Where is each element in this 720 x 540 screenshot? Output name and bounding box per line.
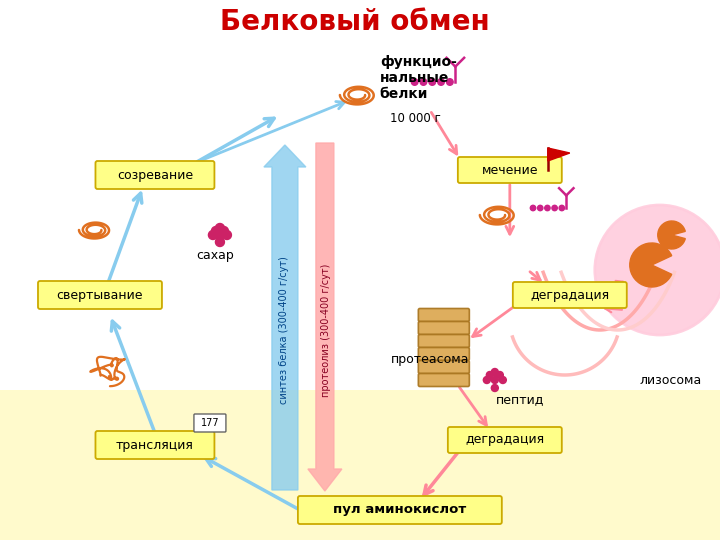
- Text: лизосома: лизосома: [640, 374, 702, 387]
- Text: деградация: деградация: [530, 288, 609, 301]
- FancyArrow shape: [264, 145, 306, 490]
- Circle shape: [595, 205, 720, 335]
- Text: трансляция: трансляция: [116, 438, 194, 451]
- Text: созревание: созревание: [117, 168, 193, 181]
- Circle shape: [215, 238, 225, 246]
- Circle shape: [545, 205, 550, 211]
- FancyBboxPatch shape: [418, 334, 469, 348]
- Circle shape: [552, 205, 557, 211]
- Circle shape: [208, 231, 217, 240]
- FancyArrow shape: [308, 143, 342, 491]
- Text: протеолиз (300-400 г/сут): протеолиз (300-400 г/сут): [321, 264, 331, 397]
- Text: пептид: пептид: [495, 394, 544, 407]
- Text: деградация: деградация: [465, 434, 544, 447]
- Circle shape: [438, 79, 444, 85]
- FancyBboxPatch shape: [0, 390, 720, 540]
- Circle shape: [491, 376, 498, 383]
- Circle shape: [212, 226, 220, 235]
- Text: Белковый обмен: Белковый обмен: [220, 8, 490, 36]
- Circle shape: [215, 231, 225, 240]
- Circle shape: [491, 368, 498, 375]
- FancyBboxPatch shape: [96, 431, 215, 459]
- FancyBboxPatch shape: [448, 427, 562, 453]
- Circle shape: [420, 79, 427, 85]
- Circle shape: [220, 226, 228, 235]
- Circle shape: [538, 205, 543, 211]
- Text: 177: 177: [201, 418, 219, 428]
- Text: пул аминокислот: пул аминокислот: [333, 503, 467, 516]
- FancyBboxPatch shape: [418, 321, 469, 334]
- Circle shape: [559, 205, 564, 211]
- Wedge shape: [658, 221, 685, 249]
- FancyBboxPatch shape: [418, 374, 469, 387]
- Circle shape: [491, 384, 498, 391]
- Text: мечение: мечение: [482, 164, 538, 177]
- FancyBboxPatch shape: [96, 161, 215, 189]
- Circle shape: [215, 224, 225, 233]
- Circle shape: [411, 79, 418, 85]
- FancyBboxPatch shape: [298, 496, 502, 524]
- FancyBboxPatch shape: [513, 282, 627, 308]
- Circle shape: [531, 205, 536, 211]
- FancyBboxPatch shape: [458, 157, 562, 183]
- Circle shape: [483, 376, 490, 383]
- FancyBboxPatch shape: [418, 361, 469, 374]
- Text: свертывание: свертывание: [57, 288, 143, 301]
- Text: 10 000 г: 10 000 г: [390, 111, 441, 125]
- Circle shape: [429, 79, 436, 85]
- FancyBboxPatch shape: [418, 348, 469, 361]
- Text: функцио-
нальные
белки: функцио- нальные белки: [380, 55, 456, 101]
- Circle shape: [500, 376, 506, 383]
- FancyBboxPatch shape: [38, 281, 162, 309]
- FancyBboxPatch shape: [418, 308, 469, 321]
- Text: сахар: сахар: [196, 248, 234, 261]
- Text: синтез белка (300-400 г/сут): синтез белка (300-400 г/сут): [279, 256, 289, 404]
- FancyBboxPatch shape: [194, 414, 226, 432]
- Circle shape: [446, 79, 453, 85]
- Polygon shape: [548, 148, 570, 161]
- Circle shape: [486, 372, 493, 379]
- Text: протеасома: протеасома: [391, 354, 469, 367]
- Circle shape: [222, 231, 231, 240]
- Circle shape: [496, 372, 503, 379]
- Wedge shape: [630, 243, 672, 287]
